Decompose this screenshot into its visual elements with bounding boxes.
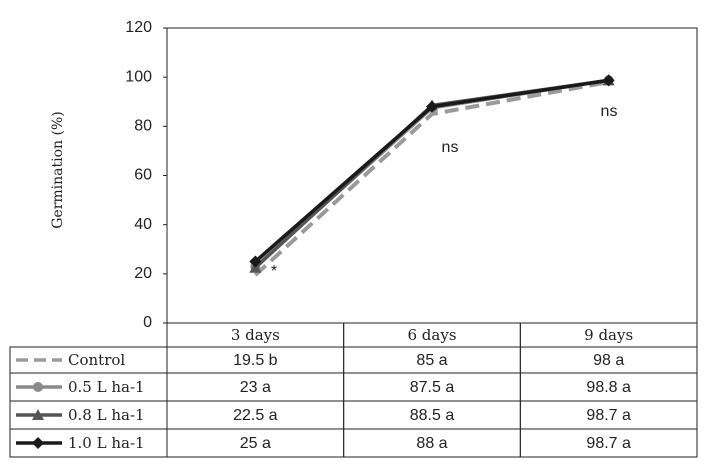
x-tick-label: 6 days	[407, 326, 456, 344]
marker	[426, 100, 438, 113]
y-tick-label: 40	[134, 216, 152, 233]
y-tick-label: 0	[143, 314, 152, 331]
table-value: 87.5 a	[410, 379, 455, 396]
table-value: 98.7 a	[586, 407, 631, 424]
table-value: 98 a	[593, 352, 624, 369]
table-value: 88.5 a	[410, 407, 455, 424]
y-tick-label: 60	[134, 167, 152, 184]
legend-marker	[32, 437, 44, 449]
legend-label: Control	[68, 351, 125, 369]
legend-label: 0.8 L ha-1	[68, 406, 145, 424]
x-tick-label: 9 days	[584, 326, 633, 344]
table-value: 85 a	[416, 352, 447, 369]
y-tick-label: 80	[134, 118, 152, 135]
table-value: 25 a	[240, 435, 271, 452]
x-tick-label: 3 days	[231, 326, 280, 344]
y-tick-label: 100	[125, 68, 152, 85]
y-tick-label: 120	[125, 19, 152, 36]
legend-label: 1.0 L ha-1	[68, 434, 145, 452]
table-value: 88 a	[416, 435, 447, 452]
series-line	[253, 80, 610, 277]
plot-frame	[166, 27, 698, 324]
annotation: *	[271, 263, 277, 280]
y-axis-label: Germination (%)	[50, 111, 66, 229]
table-value: 23 a	[240, 379, 271, 396]
y-tick-label: 20	[134, 265, 152, 282]
table-value: 98.8 a	[586, 379, 631, 396]
legend-marker	[32, 409, 44, 420]
table-value: 19.5 b	[233, 352, 278, 369]
annotation: ns	[442, 139, 459, 156]
marker	[602, 74, 615, 87]
marker	[249, 255, 262, 268]
legend-label: 0.5 L ha-1	[68, 378, 145, 396]
legend-marker	[33, 382, 43, 392]
table-value: 98.7 a	[586, 435, 631, 452]
table-cell	[519, 428, 698, 458]
annotation: ns	[601, 103, 618, 120]
table-value: 22.5 a	[233, 407, 278, 424]
